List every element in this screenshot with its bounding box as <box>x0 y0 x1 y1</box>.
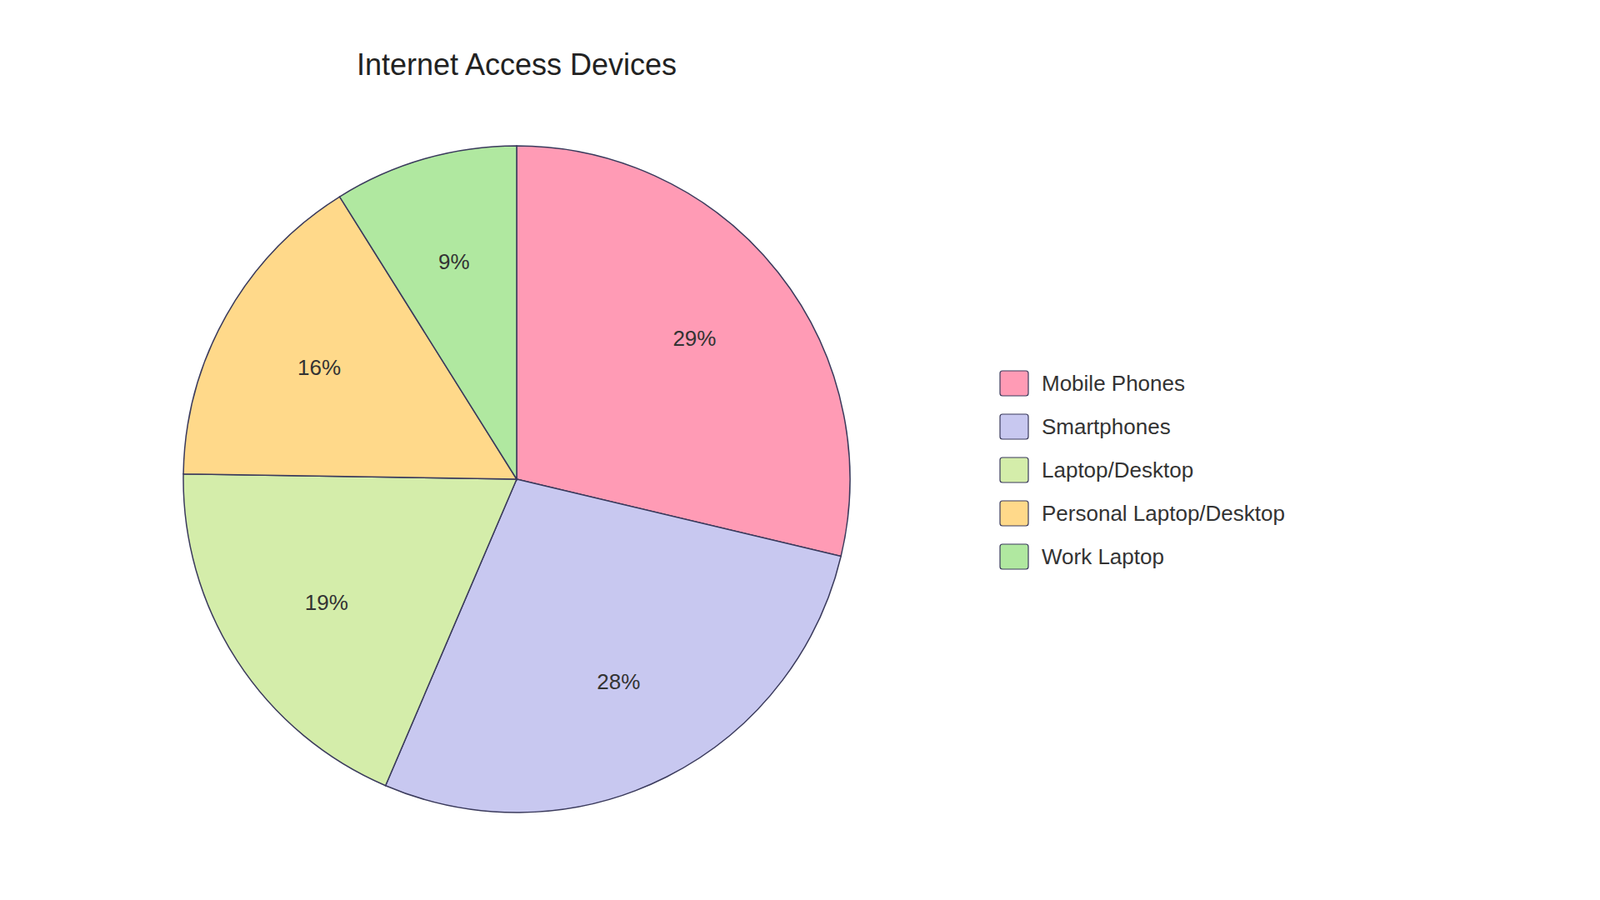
background <box>0 0 1600 900</box>
data-label: 29% <box>672 325 716 351</box>
data-label: 19% <box>305 590 349 615</box>
pie-slice <box>183 474 517 786</box>
data-label: 28% <box>596 669 640 695</box>
legend-swatch <box>1000 414 1029 440</box>
legend-label: Work Laptop <box>1041 544 1165 570</box>
slices <box>183 145 850 813</box>
legend-label: Mobile Phones <box>1041 370 1185 396</box>
chart-svg: Internet Access Devices 29% 28% 19% 16% 9% Mob… <box>0 0 1600 900</box>
data-label: 16% <box>297 355 341 380</box>
legend-label: Laptop/Desktop <box>1041 457 1194 483</box>
legend: Mobile Phones Smartphones Laptop/Desktop Pe… <box>1000 370 1285 570</box>
data-labels: 29% 28% 19% 16% 9% <box>297 249 716 695</box>
pie-slice <box>340 145 517 480</box>
data-label: 9% <box>438 249 470 275</box>
chart-container: Internet Access Devices 29% 28% 19% 16% 9% Mob… <box>0 0 1600 900</box>
legend-label: Smartphones <box>1041 414 1171 440</box>
legend-swatch <box>1000 457 1029 483</box>
legend-label: Personal Laptop/Desktop <box>1041 500 1285 526</box>
legend-swatch <box>1000 370 1029 396</box>
legend-swatch <box>1000 500 1029 526</box>
title: Internet Access Devices <box>356 47 677 82</box>
legend-swatch <box>1000 544 1029 570</box>
